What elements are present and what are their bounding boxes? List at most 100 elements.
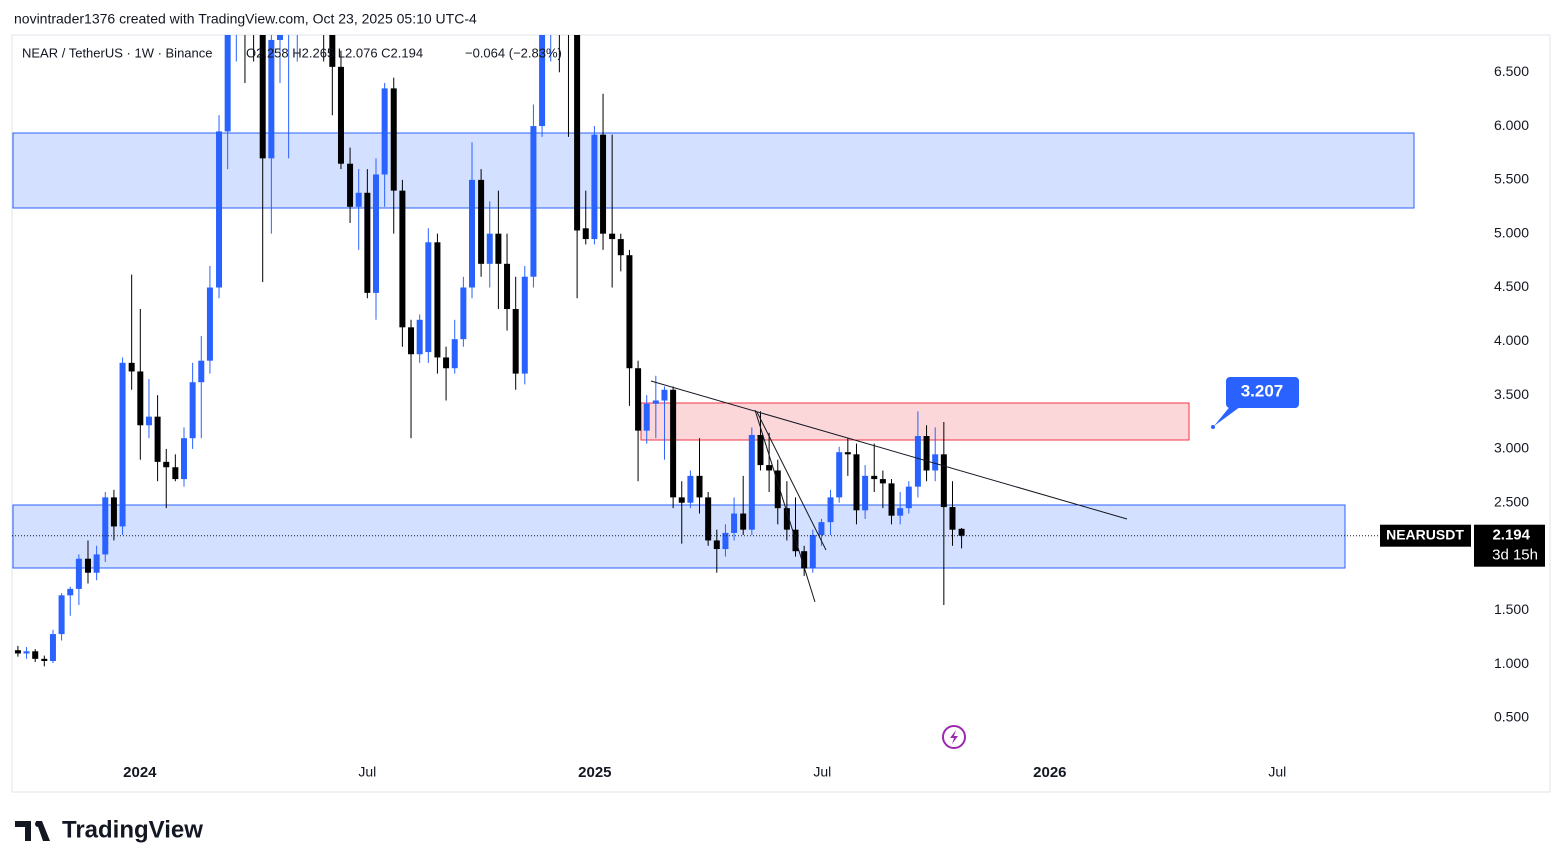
candle-body	[643, 403, 650, 431]
trend-line	[754, 409, 816, 603]
legend-change: −0.064 (−2.83%)	[465, 45, 562, 60]
candle-body	[809, 535, 816, 569]
x-tick-label: Jul	[813, 764, 831, 780]
supply-zone	[12, 132, 1415, 209]
callout: 3.207	[1211, 377, 1299, 429]
candle-body	[93, 554, 100, 573]
y-tick-label: 1.000	[1494, 655, 1529, 671]
candle-body	[224, 35, 231, 132]
candle-body	[451, 339, 458, 369]
candle-body	[434, 242, 441, 358]
candle-body	[652, 400, 659, 404]
price-label-box	[1474, 524, 1545, 567]
candle-body	[84, 558, 91, 573]
candle-body	[687, 475, 694, 503]
candle-body	[512, 309, 519, 374]
trend-line	[756, 411, 827, 551]
candle-body	[574, 35, 581, 231]
x-tick-label: Jul	[358, 764, 376, 780]
candle-body	[180, 438, 187, 480]
candle-body	[172, 467, 179, 480]
candle-body	[198, 360, 205, 383]
candle-body	[521, 276, 528, 374]
y-tick-label: 3.500	[1494, 386, 1529, 402]
candle-body	[303, 0, 309, 8]
candle-body	[783, 508, 790, 530]
candle-body	[678, 497, 685, 503]
chart-frame	[11, 34, 1551, 793]
y-tick-label: 4.500	[1494, 278, 1529, 294]
candle-body	[145, 416, 152, 426]
candle-body	[888, 483, 895, 516]
candle-body	[32, 651, 39, 659]
candle-body	[565, 18, 571, 29]
candle-body	[206, 287, 213, 361]
x-tick-label: 2024	[123, 764, 157, 781]
candle-body	[163, 461, 170, 468]
candle-body	[460, 287, 467, 340]
candle-body	[879, 479, 886, 484]
alert-icon	[942, 725, 966, 749]
callout-pointer	[1214, 404, 1244, 426]
candle-body	[905, 486, 912, 509]
x-tick-label: Jul	[1268, 764, 1286, 780]
candle-body	[416, 319, 423, 355]
candle-body	[137, 371, 144, 426]
candle-body	[443, 357, 450, 369]
callout-box	[1226, 377, 1299, 408]
legend-symbol: NEAR / TetherUS · 1W · Binance	[22, 45, 213, 60]
candle-body	[617, 239, 624, 256]
y-tick-label: 5.000	[1494, 224, 1529, 240]
candle-body	[827, 497, 834, 523]
candle-body	[530, 126, 537, 277]
candle-body	[425, 242, 432, 353]
candle-body	[128, 362, 135, 372]
candle-body	[923, 436, 930, 471]
candle-body	[940, 454, 947, 508]
candle-body	[958, 528, 965, 536]
trend-lines	[650, 380, 1128, 603]
header-credit: novintrader1376 created with TradingView…	[14, 11, 477, 27]
candle-body	[41, 658, 48, 661]
candle-body	[600, 134, 607, 234]
candle-body	[818, 522, 825, 536]
y-tick-label: 6.500	[1494, 63, 1529, 79]
candle-body	[469, 179, 476, 288]
y-tick-label: 5.500	[1494, 171, 1529, 187]
candle-body	[844, 452, 851, 455]
candle-body	[216, 131, 223, 288]
candle-body	[14, 650, 21, 654]
candle-body	[932, 454, 939, 471]
candle-body	[774, 470, 781, 509]
candle-body	[748, 434, 755, 530]
candle-body	[75, 558, 82, 589]
candle-body	[539, 35, 546, 127]
candle-body	[390, 88, 397, 191]
candle-body	[731, 513, 738, 533]
candle-body	[495, 233, 502, 264]
candle-body	[381, 88, 388, 175]
price-label: 2.194	[1492, 527, 1530, 544]
candle-body	[801, 551, 808, 569]
candle-body	[373, 174, 379, 293]
candle-body	[399, 190, 406, 328]
countdown-label: 3d 15h	[1492, 547, 1538, 564]
candle-body	[591, 134, 598, 240]
candle-body	[110, 497, 117, 527]
brand-logo	[15, 821, 50, 841]
candle-body	[582, 228, 589, 240]
y-tick-label: 3.000	[1494, 440, 1529, 456]
callout-text: 3.207	[1241, 381, 1284, 400]
candle-body	[102, 497, 109, 555]
candle-body	[276, 35, 283, 40]
candle-body	[329, 35, 336, 67]
candle-body	[486, 233, 493, 264]
y-tick-label: 2.500	[1494, 493, 1529, 509]
legend-ohlc: O2.258 H2.265 L2.076 C2.194	[246, 45, 423, 60]
candle-body	[713, 540, 720, 550]
candle-body	[635, 368, 642, 431]
candle-body	[949, 507, 956, 530]
candle-body	[67, 588, 74, 596]
candle-body	[740, 513, 747, 530]
